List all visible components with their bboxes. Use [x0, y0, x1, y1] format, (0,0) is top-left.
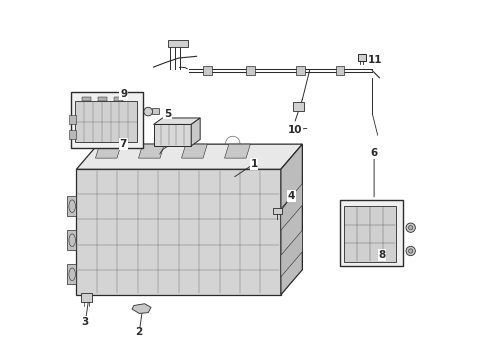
Bar [153, 125, 191, 146]
Polygon shape [224, 144, 250, 158]
Bar [74, 101, 137, 142]
Text: 8: 8 [378, 250, 386, 260]
Bar [273, 208, 282, 214]
Text: 6: 6 [370, 148, 378, 158]
Bar [246, 66, 255, 75]
Bar [82, 97, 91, 101]
Text: 3: 3 [82, 317, 89, 327]
Bar [69, 116, 76, 125]
Circle shape [409, 226, 413, 230]
Polygon shape [281, 144, 302, 295]
Circle shape [406, 246, 416, 256]
Text: 11: 11 [368, 55, 382, 65]
Polygon shape [281, 184, 302, 230]
Bar [69, 130, 76, 139]
Bar [114, 97, 123, 101]
Bar [168, 40, 188, 47]
Polygon shape [76, 169, 281, 295]
Polygon shape [191, 118, 200, 146]
Polygon shape [153, 118, 200, 125]
Text: 5: 5 [164, 109, 171, 119]
Bar [294, 102, 304, 111]
Text: 9: 9 [120, 89, 127, 99]
Bar [98, 97, 107, 101]
Bar [358, 54, 366, 61]
Text: 4: 4 [288, 191, 295, 201]
Circle shape [409, 249, 413, 253]
Circle shape [144, 107, 152, 116]
Text: 1: 1 [250, 159, 258, 169]
Polygon shape [281, 230, 302, 277]
Bar [81, 293, 92, 302]
Bar [152, 108, 159, 114]
Polygon shape [181, 144, 207, 158]
Text: 7: 7 [120, 139, 127, 149]
Polygon shape [68, 264, 76, 284]
Bar [344, 206, 396, 262]
Polygon shape [132, 304, 151, 314]
Polygon shape [68, 196, 76, 216]
Polygon shape [68, 230, 76, 250]
Polygon shape [96, 144, 122, 158]
Bar [71, 92, 143, 148]
Circle shape [406, 223, 416, 232]
Polygon shape [76, 144, 302, 169]
Text: 2: 2 [136, 327, 143, 337]
Bar [336, 66, 344, 75]
Bar [203, 66, 212, 75]
Text: 10: 10 [288, 125, 302, 135]
Bar [296, 66, 305, 75]
Bar [340, 200, 403, 266]
Polygon shape [139, 144, 164, 158]
